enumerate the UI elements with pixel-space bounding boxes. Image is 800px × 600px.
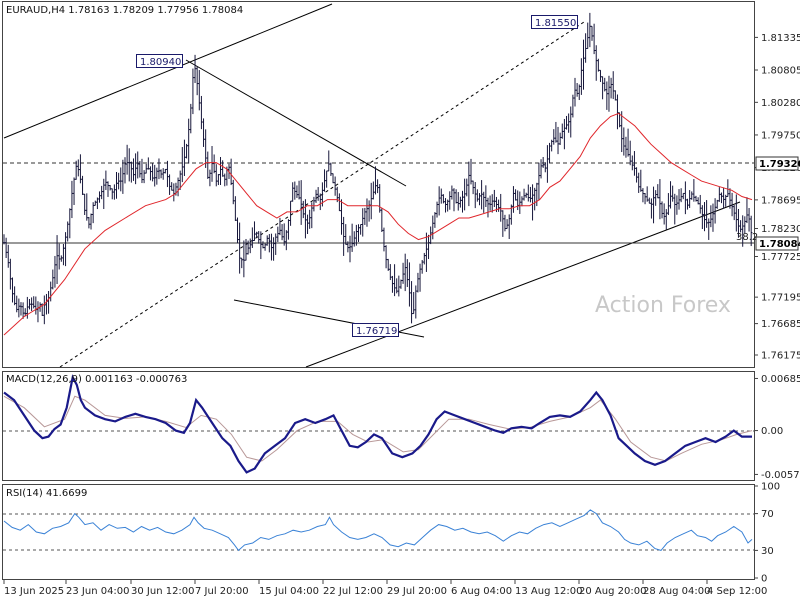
time-tick-label: 30 Jun 12:00 [131, 586, 195, 597]
time-tick-label: 13 Aug 12:00 [515, 586, 582, 597]
svg-text:1.79320: 1.79320 [759, 159, 800, 170]
rsi-line [3, 509, 753, 552]
macd-signal-line [3, 395, 753, 462]
rsi-axis: 100 70 30 0 [754, 482, 780, 585]
price-tick-label: 1.76175 [761, 350, 800, 361]
price-tick-label: 1.81335 [761, 33, 800, 44]
label-high-jul: 1.80940 [136, 54, 183, 68]
time-tick-label: 20 Aug 20:00 [579, 586, 646, 597]
price-tick-label: 1.80805 [761, 66, 800, 77]
macd-pane [2, 371, 755, 481]
rsi-tick-label: 30 [761, 546, 774, 557]
svg-text:1.76719: 1.76719 [356, 326, 397, 337]
rsi-tick-label: 0 [761, 574, 767, 585]
level-tag: 1.79320 [755, 156, 800, 171]
macd-tick-label: -0.005768 [761, 470, 800, 481]
rsi-tick-label: 100 [761, 482, 780, 493]
price-header: EURAUD,H4 1.78163 1.78209 1.77956 1.7808… [6, 5, 243, 16]
macd-tick-label: 0.00685 [761, 374, 800, 385]
label-high-aug: 1.81550 [531, 15, 578, 29]
price-tick-label: 1.76685 [761, 319, 800, 330]
macd-main-line [3, 374, 752, 474]
price-tick-label: 1.77195 [761, 293, 800, 304]
fib-label: 38.2 [736, 232, 758, 243]
price-bars [2, 12, 753, 325]
rsi-tick-label: 70 [761, 509, 774, 520]
time-tick-label: 7 Jul 20:00 [195, 586, 249, 597]
time-tick-label: 23 Jun 04:00 [66, 586, 130, 597]
price-tick-label: 1.77725 [761, 252, 800, 263]
time-tick-label: 15 Jul 04:00 [259, 586, 319, 597]
channel-lower-line [305, 201, 741, 368]
price-tick-label: 1.80280 [761, 98, 800, 109]
svg-text:1.80940: 1.80940 [140, 57, 181, 68]
last-price-tag: 1.78084 [755, 236, 800, 251]
time-tick-label: 28 Aug 04:00 [643, 586, 710, 597]
label-low-jul: 1.76719 [352, 323, 399, 337]
time-axis: 13 Jun 2025 23 Jun 04:00 30 Jun 12:00 7 Jul… [3, 580, 767, 597]
time-tick-label: 22 Jul 12:00 [323, 586, 383, 597]
rsi-pane [2, 484, 755, 580]
price-axis: 1.813351.808051.802801.797501.792201.786… [754, 33, 800, 361]
time-tick-label: 29 Jul 20:00 [387, 586, 447, 597]
price-tick-label: 1.78230 [761, 224, 800, 235]
rsi-header: RSI(14) 41.6699 [6, 488, 87, 499]
macd-tick-label: 0.00 [761, 426, 783, 437]
macd-axis: 0.00685 0.00 -0.005768 [754, 374, 800, 481]
watermark: Action Forex [595, 293, 731, 318]
price-tick-label: 1.79750 [761, 130, 800, 141]
time-tick-label: 6 Aug 04:00 [451, 586, 512, 597]
svg-text:1.81550: 1.81550 [535, 18, 576, 29]
moving-average-line [3, 112, 753, 336]
price-bar [749, 215, 753, 247]
svg-text:1.78084: 1.78084 [759, 239, 800, 250]
price-pane [2, 1, 755, 368]
time-tick-label: 13 Jun 2025 [4, 586, 64, 597]
time-tick-label: 4 Sep 12:00 [707, 586, 767, 597]
falling-line-upper [185, 59, 407, 187]
price-tick-label: 1.78695 [761, 195, 800, 206]
macd-header: MACD(12,26,9) 0.001163 -0.000763 [6, 374, 187, 385]
channel-upper-line [3, 3, 333, 139]
